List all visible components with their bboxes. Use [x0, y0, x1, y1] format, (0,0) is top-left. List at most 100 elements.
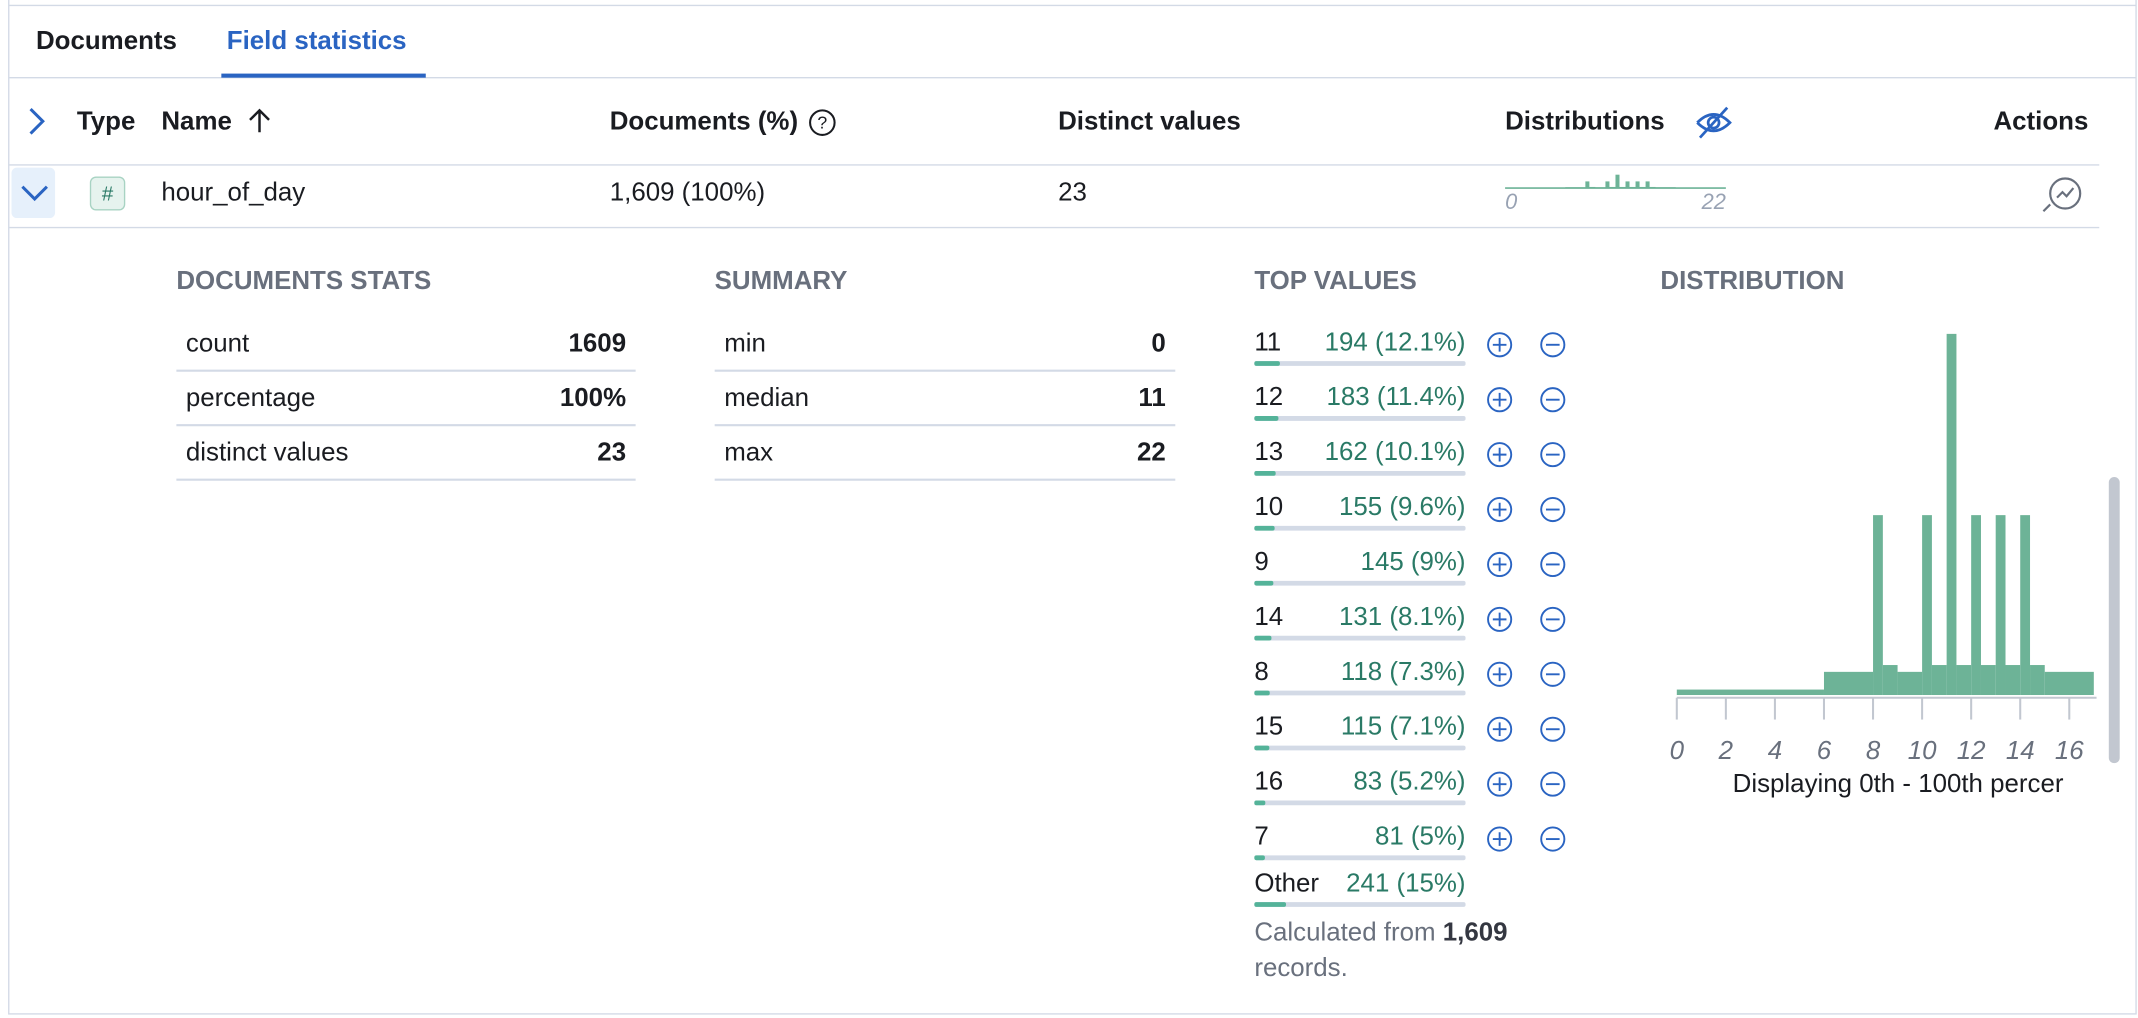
filter-out-value[interactable] — [1540, 606, 1566, 632]
mini-bar — [1625, 181, 1630, 189]
data-visualizer-action[interactable] — [2042, 177, 2082, 213]
value-track — [1254, 416, 1466, 421]
x-tick-label: 10 — [1908, 737, 1937, 765]
histogram-bar — [2044, 671, 2094, 696]
x-tick-label: 16 — [2055, 737, 2084, 765]
histogram-bar — [1956, 665, 1972, 696]
value-bar — [1254, 416, 1279, 421]
top-count: 183 (11.4%) — [1327, 383, 1466, 411]
filter-for-value[interactable] — [1487, 332, 1513, 358]
x-tick-label: 14 — [2006, 737, 2035, 765]
documents: 1,609 (100%) — [610, 178, 765, 206]
histogram-bar — [1931, 665, 1947, 696]
filter-for-value[interactable] — [1487, 826, 1513, 852]
top-value: 7 — [1254, 823, 1268, 851]
value-track — [1254, 855, 1466, 861]
filter-out-value[interactable] — [1540, 497, 1566, 523]
sort-icon[interactable] — [249, 108, 270, 133]
minus-icon — [1540, 606, 1566, 632]
stat-value: 100% — [560, 384, 626, 412]
header[interactable]: Documents (%) — [610, 107, 798, 135]
top-value: 15 — [1254, 713, 1283, 741]
histogram-bar — [1971, 515, 1981, 696]
minus-icon — [1540, 661, 1566, 687]
filter-out-value[interactable] — [1540, 661, 1566, 687]
filter-for-value[interactable] — [1487, 442, 1513, 468]
filter-out-value[interactable] — [1540, 332, 1566, 358]
minus-icon — [1540, 442, 1566, 468]
stat-value: 1609 — [569, 330, 627, 358]
filter-out-value[interactable] — [1540, 826, 1566, 852]
filter-out-value[interactable] — [1540, 771, 1566, 797]
hide-distributions-icon[interactable] — [1696, 106, 1732, 139]
value-bar — [1254, 361, 1280, 366]
value-track — [1254, 525, 1466, 531]
other-label: Other — [1254, 869, 1319, 897]
stat-value: 22 — [1137, 439, 1166, 467]
value-track — [1254, 690, 1466, 696]
plus-glyph — [1492, 612, 1507, 627]
filter-out-value[interactable] — [1540, 716, 1566, 742]
tab-active[interactable]: Field statistics — [227, 27, 407, 55]
stat-label: distinct values — [186, 439, 349, 467]
plus-glyph — [1492, 832, 1507, 846]
x-tick-label: 6 — [1817, 737, 1832, 765]
filter-out-value[interactable] — [1540, 387, 1566, 413]
distribution-caption: Displaying 0th - 100th percer — [1733, 770, 2064, 798]
collapse-button[interactable] — [11, 167, 56, 219]
plus-icon — [1487, 551, 1513, 578]
note: Calculated from 1,609 records. — [1254, 918, 1507, 981]
top-value: 16 — [1254, 768, 1283, 796]
plus-glyph — [1492, 337, 1507, 352]
minus-icon — [1540, 771, 1566, 797]
plus-icon — [1487, 442, 1513, 468]
plus-glyph — [1492, 502, 1507, 517]
top-count: 118 (7.3%) — [1341, 658, 1466, 686]
mini-bars — [1505, 174, 1676, 189]
filter-for-value[interactable] — [1487, 716, 1513, 742]
top-count: 115 (7.1%) — [1341, 713, 1466, 741]
plus-icon — [1487, 606, 1513, 632]
histogram-bar — [2020, 515, 2031, 696]
filter-out-value[interactable] — [1540, 442, 1566, 468]
top-count: 155 (9.6%) — [1339, 493, 1466, 521]
expand-all-icon[interactable] — [29, 107, 45, 135]
tab[interactable]: Documents — [36, 27, 177, 55]
filter-for-value[interactable] — [1487, 497, 1513, 523]
plus-glyph — [1492, 392, 1507, 407]
top-count: 145 (9%) — [1361, 548, 1466, 576]
x-tick-label: 0 — [1670, 737, 1685, 765]
value-track — [1254, 902, 1466, 907]
filter-for-value[interactable] — [1487, 771, 1513, 797]
histogram-bar — [1676, 689, 1824, 696]
plus-glyph — [1492, 777, 1507, 791]
help-icon[interactable] — [809, 109, 836, 136]
filter-for-value[interactable] — [1487, 387, 1513, 413]
plus-icon — [1487, 661, 1513, 687]
plus-icon — [1487, 826, 1513, 852]
collapse-icon — [21, 185, 48, 202]
minus-icon — [1540, 332, 1566, 358]
top-value: 9 — [1254, 548, 1268, 576]
minus-icon — [1540, 826, 1566, 852]
plus-glyph — [1492, 722, 1507, 737]
stat-label: max — [724, 439, 773, 467]
mini-distribution — [1505, 174, 1726, 189]
top-value: 14 — [1254, 603, 1283, 631]
stat-value: 23 — [597, 439, 626, 467]
filter-for-value[interactable] — [1487, 661, 1513, 687]
value-bar — [1254, 525, 1275, 531]
histogram-bar — [1980, 665, 1996, 696]
header[interactable]: Name — [161, 107, 231, 135]
filter-for-value[interactable] — [1487, 551, 1513, 578]
x-tick-label: 4 — [1768, 737, 1782, 765]
filter-for-value[interactable] — [1487, 606, 1513, 632]
scrollbar[interactable] — [2108, 476, 2120, 764]
histogram-bar — [1897, 671, 1923, 696]
minus-icon — [1540, 387, 1566, 413]
x-tick-label: 2 — [1718, 737, 1734, 765]
plus-icon — [1487, 716, 1513, 742]
header[interactable]: Distinct values — [1058, 107, 1241, 135]
filter-out-value[interactable] — [1540, 551, 1566, 578]
top-count: 131 (8.1%) — [1339, 603, 1466, 631]
